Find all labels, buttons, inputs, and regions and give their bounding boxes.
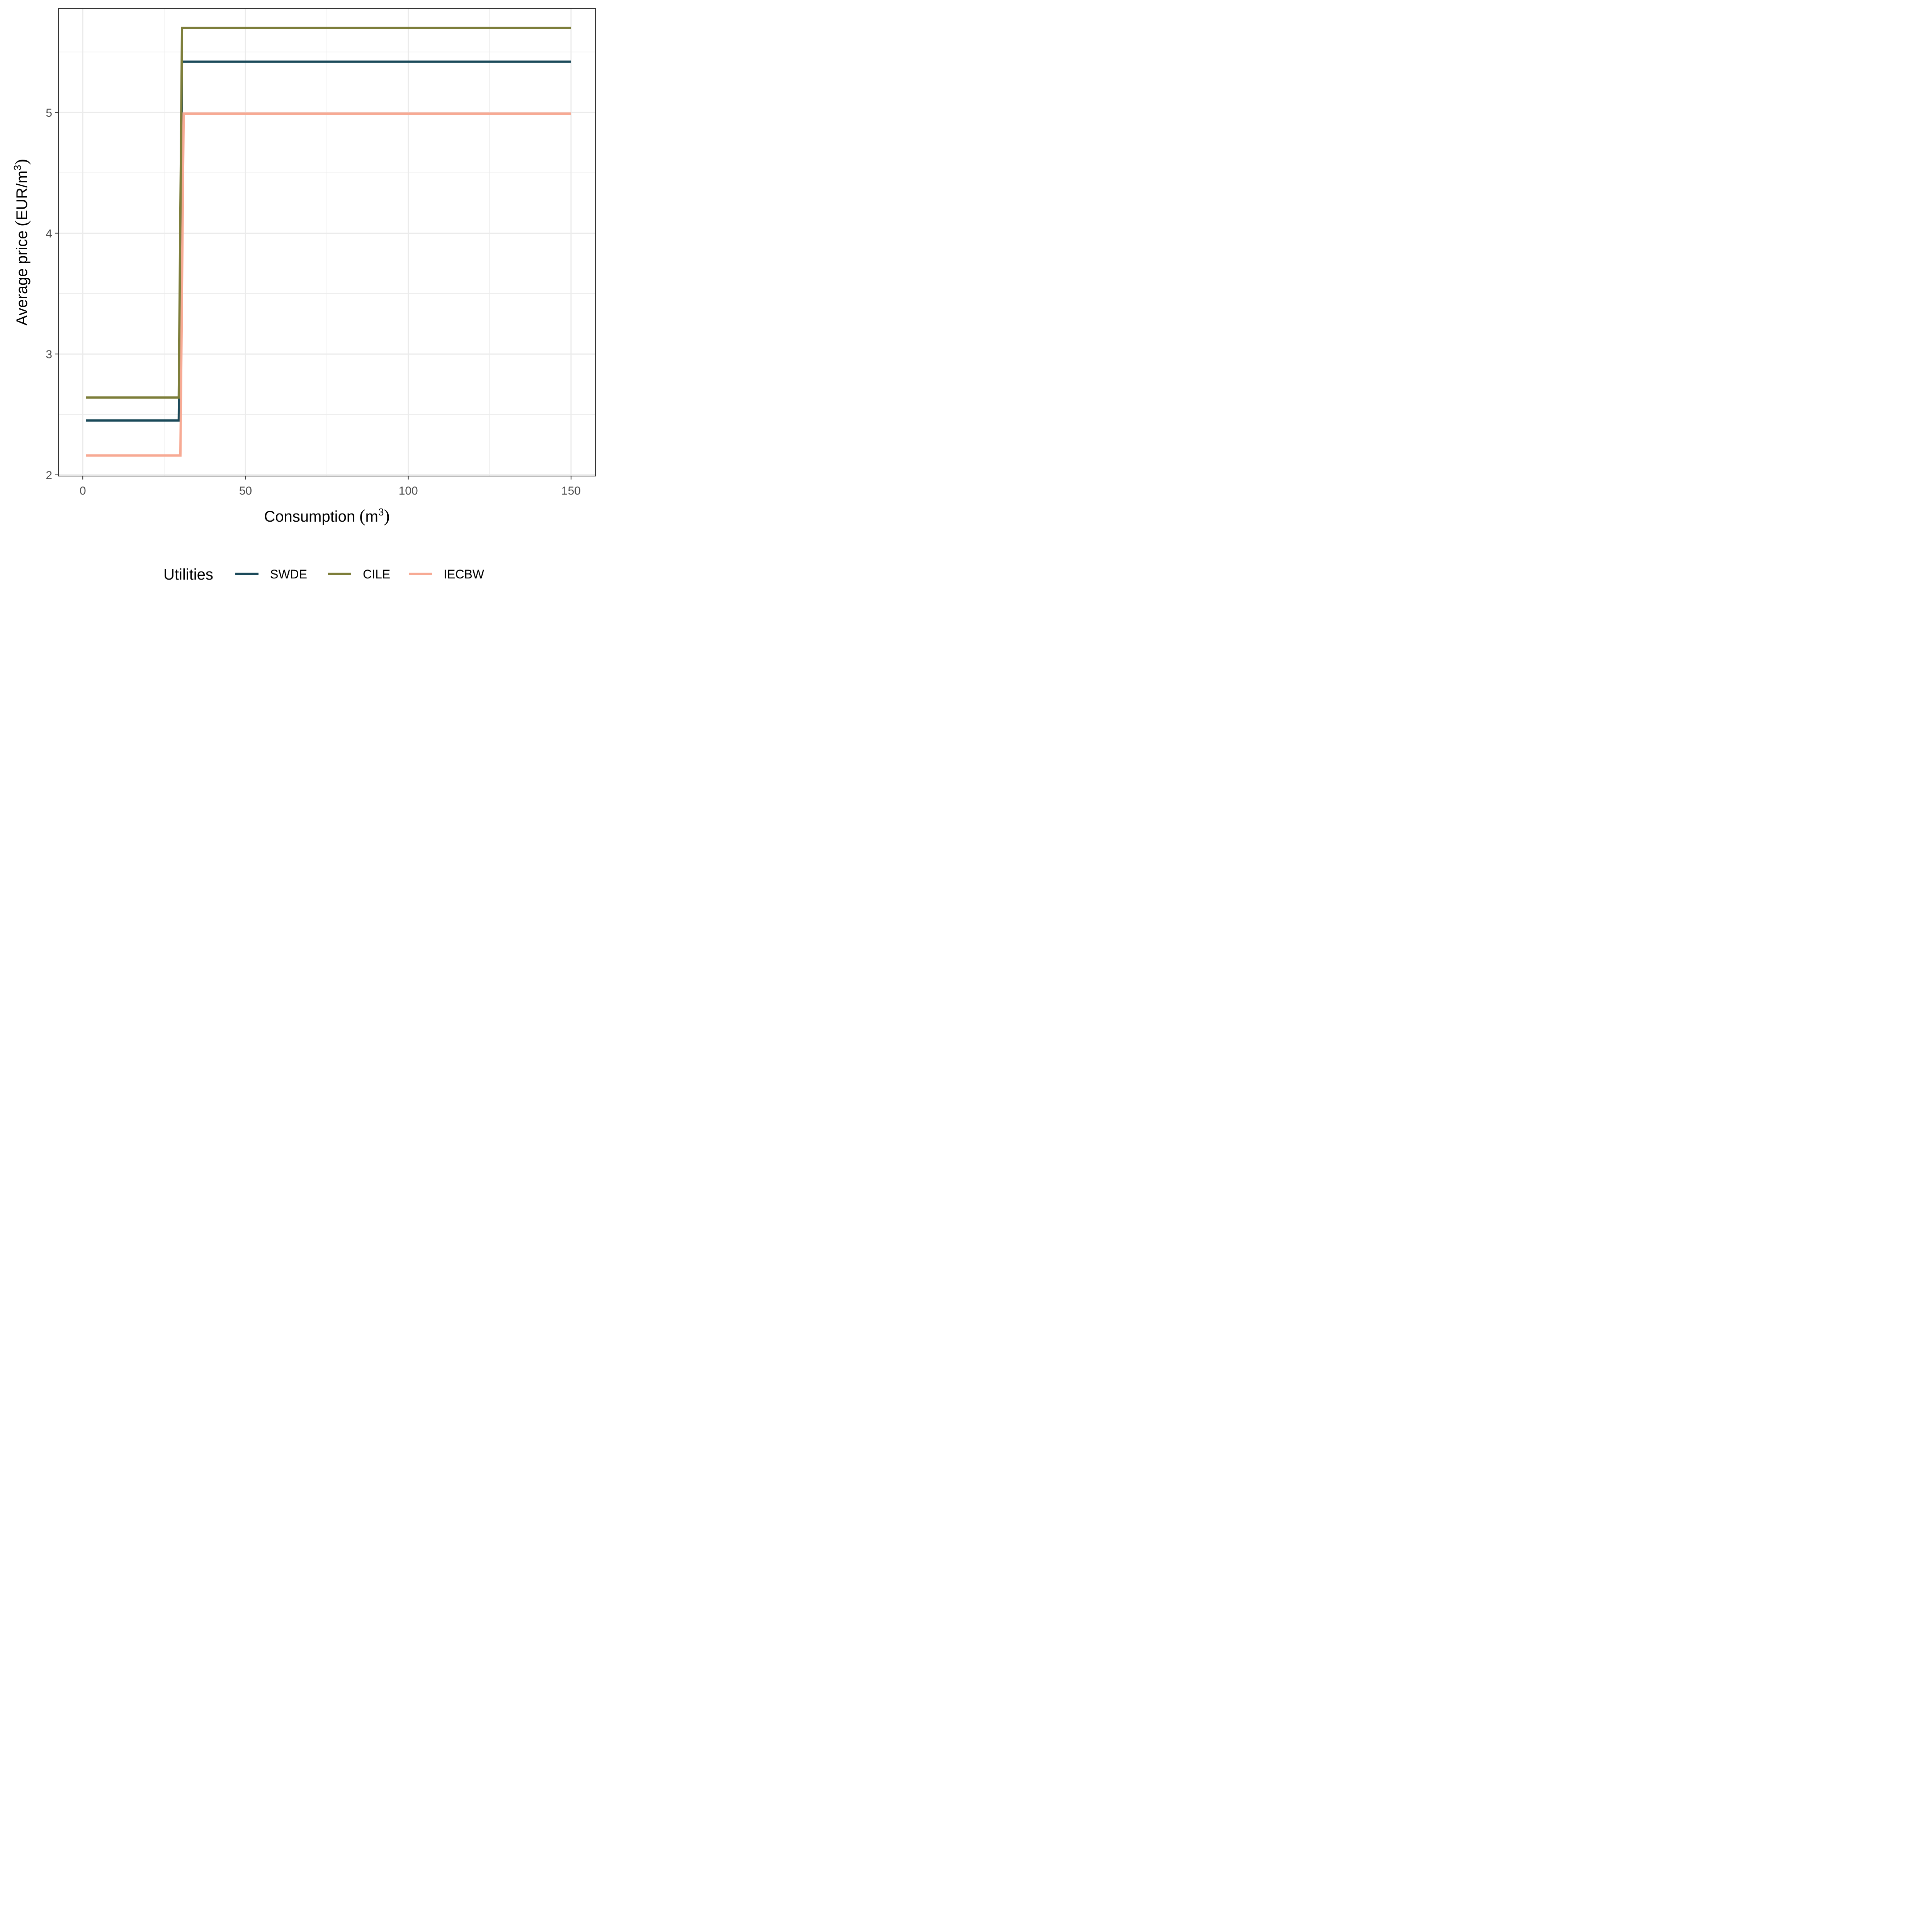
x-tick-label: 50 [239, 485, 252, 497]
x-axis-title: Consumption (m3) [264, 506, 389, 526]
series-line-cile [86, 27, 571, 399]
panel-border [58, 8, 596, 476]
x-tick-label: 100 [399, 485, 418, 497]
legend: Utilities SWDE CILE IECBW [163, 566, 485, 583]
grid [58, 9, 595, 476]
y-tick-label: 5 [46, 107, 52, 119]
series-lines [86, 27, 571, 457]
y-axis-title: Average price (EUR/m3) [11, 159, 31, 325]
legend-label-cile: CILE [363, 567, 390, 581]
legend-title: Utilities [163, 566, 213, 583]
legend-label-iecbw: IECBW [444, 567, 485, 581]
axis-ticks: 0 50 100 150 2 3 4 5 [46, 107, 581, 497]
x-tick-label: 150 [561, 485, 581, 497]
series-line-iecbw [86, 112, 571, 457]
y-tick-label: 3 [46, 348, 52, 361]
y-tick-label: 2 [46, 469, 52, 482]
y-tick-label: 4 [46, 228, 52, 240]
chart-canvas: 0 50 100 150 2 3 4 5 Consumption (m3) Average p… [11, 8, 596, 583]
x-tick-label: 0 [80, 485, 86, 497]
legend-label-swde: SWDE [270, 567, 307, 581]
